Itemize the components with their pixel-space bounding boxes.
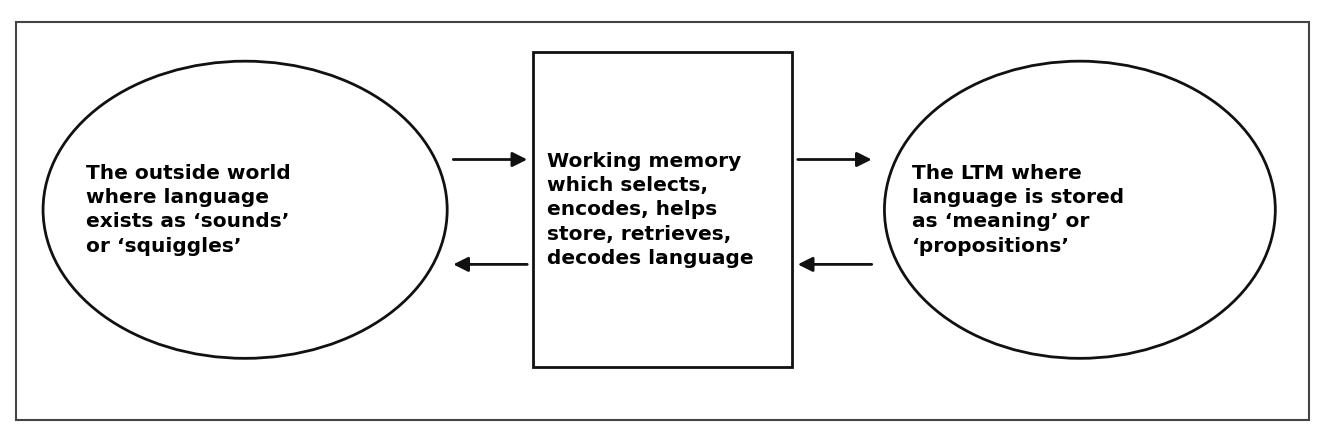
Text: The LTM where
language is stored
as ‘meaning’ or
‘propositions’: The LTM where language is stored as ‘mea…: [912, 164, 1124, 256]
Text: The outside world
where language
exists as ‘sounds’
or ‘squiggles’: The outside world where language exists …: [86, 164, 292, 256]
Bar: [533, 52, 791, 367]
Ellipse shape: [42, 61, 447, 358]
Ellipse shape: [885, 61, 1275, 358]
Text: Working memory
which selects,
encodes, helps
store, retrieves,
decodes language: Working memory which selects, encodes, h…: [547, 152, 754, 268]
